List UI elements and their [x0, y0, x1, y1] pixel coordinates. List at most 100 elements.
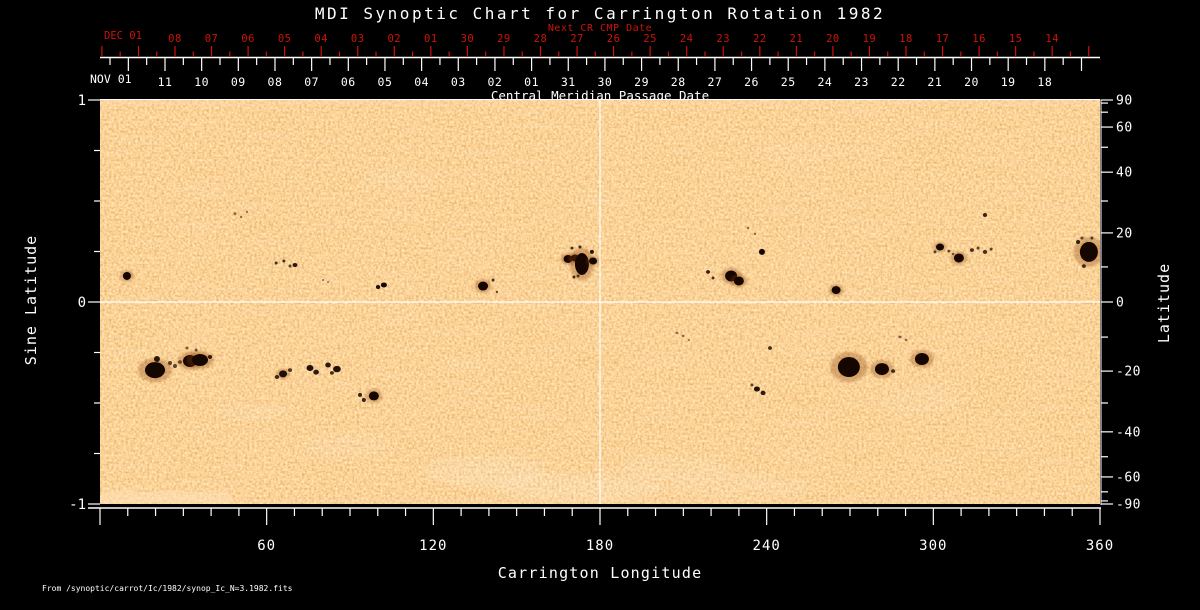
sunspot [753, 232, 757, 236]
sunspot [478, 281, 489, 291]
sunspot [274, 374, 280, 379]
facula [360, 168, 440, 193]
longitude-tick-label: 240 [753, 538, 781, 554]
next-cr-tick-label: 20 [826, 33, 840, 45]
sunspot [361, 397, 366, 402]
next-cr-tick-label: 26 [607, 33, 621, 45]
facula [305, 433, 395, 458]
next-cr-tick-label: 25 [643, 33, 657, 45]
facula [215, 401, 285, 422]
longitude-tick-label: 120 [419, 538, 447, 554]
cmp-tick-label: 23 [854, 75, 869, 89]
sunspot [768, 346, 772, 350]
sunspot [982, 249, 988, 254]
sunspot [233, 212, 237, 216]
cmp-tick-label: 25 [781, 75, 796, 89]
chart-title: MDI Synoptic Chart for Carrington Rotati… [314, 4, 886, 23]
sunspot [953, 253, 964, 263]
next-cr-axis-title: Next CR CMP Date [547, 23, 653, 34]
sunspot [321, 278, 325, 281]
cmp-tick-label: 11 [158, 75, 173, 89]
next-cr-tick-label: 18 [899, 33, 913, 45]
next-cr-tick-label: 04 [314, 33, 328, 45]
facula [620, 455, 730, 480]
next-cr-tick-label: 27 [570, 33, 584, 45]
next-cr-tick-label: 29 [497, 33, 511, 45]
next-cr-tick-label: 07 [205, 33, 219, 45]
sunspot [933, 250, 937, 254]
sunspot [746, 226, 750, 230]
cmp-tick-label: 07 [304, 75, 319, 89]
synoptic-map [100, 100, 1100, 504]
sunspot [576, 274, 580, 278]
cmp-tick-label: 30 [597, 75, 612, 89]
source-file-path: From /synoptic/carrot/Ic/1982/synop_Ic_N… [42, 584, 293, 593]
sunspot [837, 357, 860, 378]
sunspot-layer [120, 210, 1100, 403]
sunspot [325, 362, 331, 368]
next-cr-tick-label: 06 [241, 33, 255, 45]
sunspot [947, 249, 951, 253]
sunspot [245, 210, 249, 214]
faculae-layer [215, 138, 960, 502]
sunspot [874, 363, 889, 376]
next-cr-tick-label: 03 [351, 33, 365, 45]
latitude-axis-title: Latitude [1155, 262, 1173, 344]
cmp-tick-label: 02 [488, 75, 503, 89]
longitude-tick-label: 360 [1086, 538, 1114, 554]
cmp-tick-label: 24 [817, 75, 832, 89]
sunspot [589, 257, 598, 265]
latitude-tick-label: 40 [1116, 166, 1133, 181]
cmp-tick-label: 21 [927, 75, 942, 89]
sunspot [753, 386, 760, 392]
sunspot [380, 282, 387, 288]
latitude-tick-label: 0 [1116, 296, 1124, 311]
sunspot [333, 365, 341, 373]
latitude-tick-label: 20 [1116, 226, 1133, 241]
facula [495, 473, 665, 502]
sunspot [976, 246, 980, 250]
facula [879, 384, 960, 417]
crosshair-layer [100, 100, 1100, 504]
cmp-tick-label: 29 [634, 75, 649, 89]
sunspot [313, 369, 319, 375]
cmp-tick-label: 20 [964, 75, 979, 89]
sunspot [288, 368, 292, 372]
sunspot [687, 338, 691, 341]
sunspot [914, 352, 929, 365]
longitude-tick-label: 300 [919, 538, 947, 554]
cmp-tick-label: 04 [414, 75, 429, 89]
next-cr-tick-label: 16 [972, 33, 986, 45]
longitude-tick-label: 60 [257, 538, 276, 554]
next-cr-tick-label: 24 [680, 33, 694, 45]
sunspot [358, 392, 362, 397]
sunspot [589, 249, 594, 254]
sunspot [192, 353, 208, 366]
cmp-tick-label: 06 [341, 75, 356, 89]
next-cr-tick-label: 14 [1045, 33, 1059, 45]
sunspot [831, 286, 841, 295]
sunspot [368, 391, 379, 401]
cmp-tick-label: 08 [268, 75, 283, 89]
cmp-tick-label: 01 [524, 75, 539, 89]
sunspot [279, 370, 288, 378]
sunspot [706, 270, 711, 274]
bottom-left-bright-band [100, 492, 230, 504]
facula [670, 473, 810, 498]
sunspot [681, 334, 685, 338]
sine-latitude-tick-label: 0 [78, 295, 86, 311]
sunspot [570, 246, 574, 250]
sunspot [194, 348, 198, 352]
sunspot [936, 243, 944, 251]
cmp-tick-label: 27 [707, 75, 722, 89]
sunspot [733, 276, 744, 286]
cmp-tick-label: 19 [1001, 75, 1016, 89]
next-cr-tick-label: 21 [790, 33, 804, 45]
next-cr-tick-label: 08 [168, 33, 182, 45]
latitude-tick-label: 90 [1116, 94, 1133, 109]
sunspot [711, 276, 715, 280]
sunspot [989, 247, 993, 251]
cmp-month-label: NOV 01 [90, 72, 132, 86]
sunspot [122, 271, 131, 280]
